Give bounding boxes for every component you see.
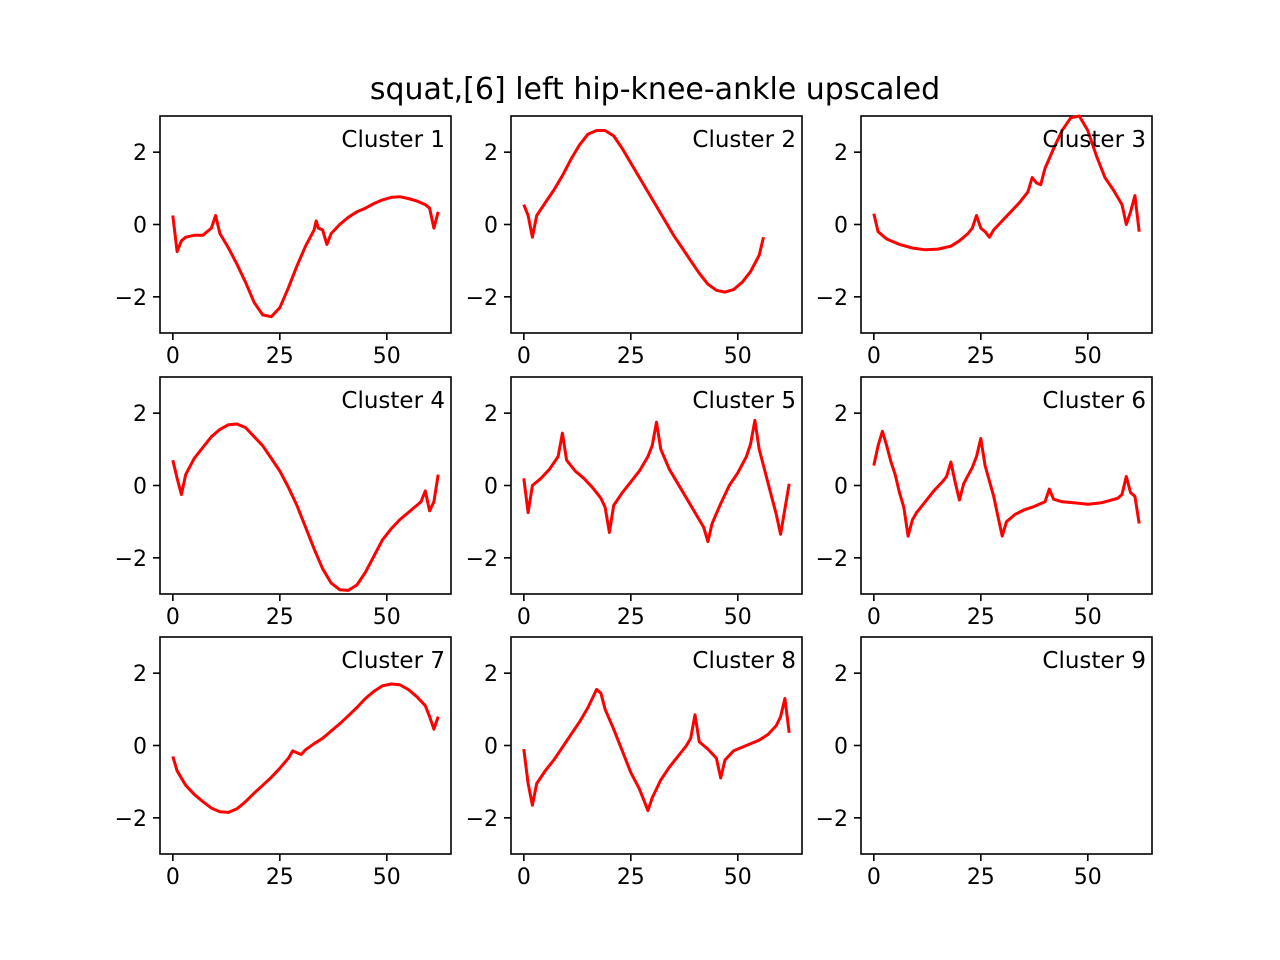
axes-frame bbox=[159, 636, 452, 855]
x-tick-label: 25 bbox=[266, 865, 294, 890]
y-tick-label: −2 bbox=[816, 547, 848, 572]
y-tick-label: 0 bbox=[834, 214, 848, 239]
panel-title: Cluster 3 bbox=[1042, 127, 1146, 153]
panel-title: Cluster 7 bbox=[341, 648, 445, 674]
panel-title: Cluster 1 bbox=[341, 127, 445, 153]
series-line bbox=[872, 114, 1141, 252]
axes-frame bbox=[860, 376, 1153, 595]
x-tick-label: 0 bbox=[867, 865, 881, 890]
subplot-1: 2 0 −2 0 25 50 Cluster 1 bbox=[115, 115, 452, 369]
y-tick-label: −2 bbox=[115, 807, 147, 832]
y-tick-label: 2 bbox=[133, 662, 147, 687]
x-tick-label: 0 bbox=[166, 865, 180, 890]
panel-title: Cluster 5 bbox=[692, 388, 796, 414]
x-tick-label: 25 bbox=[967, 605, 995, 630]
x-tick-label: 25 bbox=[617, 344, 645, 369]
y-tick-label: 2 bbox=[834, 402, 848, 427]
y-tick-label: 0 bbox=[484, 214, 498, 239]
x-tick-label: 50 bbox=[373, 605, 401, 630]
y-tick-label: 0 bbox=[484, 735, 498, 760]
axes-frame bbox=[860, 636, 1153, 855]
subplot-6: 2 0 −2 0 25 50 Cluster 6 bbox=[816, 376, 1153, 630]
x-tick-label: 50 bbox=[1074, 344, 1102, 369]
y-tick-label: 2 bbox=[484, 402, 498, 427]
subplot-5: 2 0 −2 0 25 50 Cluster 5 bbox=[466, 376, 803, 630]
y-tick-label: 0 bbox=[834, 475, 848, 500]
panel-title: Cluster 8 bbox=[692, 648, 796, 674]
x-tick-label: 50 bbox=[373, 344, 401, 369]
series-line bbox=[171, 422, 440, 592]
x-tick-label: 50 bbox=[724, 344, 752, 369]
x-tick-label: 25 bbox=[967, 344, 995, 369]
series-line bbox=[171, 682, 440, 814]
y-tick-label: −2 bbox=[115, 286, 147, 311]
series-line bbox=[522, 418, 791, 544]
x-tick-label: 0 bbox=[517, 344, 531, 369]
panel-title: Cluster 4 bbox=[341, 388, 445, 414]
x-tick-label: 50 bbox=[373, 865, 401, 890]
x-tick-label: 0 bbox=[867, 605, 881, 630]
y-tick-label: 2 bbox=[834, 662, 848, 687]
y-tick-label: 2 bbox=[484, 662, 498, 687]
subplot-9: 2 0 −2 0 25 50 Cluster 9 bbox=[816, 636, 1153, 890]
y-tick-label: 0 bbox=[133, 475, 147, 500]
x-tick-label: 50 bbox=[724, 605, 752, 630]
x-tick-label: 50 bbox=[724, 865, 752, 890]
subplot-4: 2 0 −2 0 25 50 Cluster 4 bbox=[115, 376, 452, 630]
y-tick-label: 0 bbox=[133, 214, 147, 239]
x-tick-label: 25 bbox=[967, 865, 995, 890]
series-line bbox=[522, 687, 791, 813]
y-tick-label: −2 bbox=[816, 807, 848, 832]
y-tick-label: −2 bbox=[816, 286, 848, 311]
y-tick-label: 2 bbox=[133, 141, 147, 166]
x-tick-label: 0 bbox=[517, 865, 531, 890]
subplot-7: 2 0 −2 0 25 50 Cluster 7 bbox=[115, 636, 452, 890]
panel-title: Cluster 6 bbox=[1042, 388, 1146, 414]
y-tick-label: 0 bbox=[484, 475, 498, 500]
panel-title: Cluster 9 bbox=[1042, 648, 1146, 674]
x-tick-label: 0 bbox=[517, 605, 531, 630]
x-tick-label: 25 bbox=[617, 605, 645, 630]
axes-frame bbox=[159, 115, 452, 334]
y-tick-label: −2 bbox=[466, 807, 498, 832]
subplot-2: 2 0 −2 0 25 50 Cluster 2 bbox=[466, 115, 803, 369]
x-tick-label: 50 bbox=[1074, 865, 1102, 890]
panel-title: Cluster 2 bbox=[692, 127, 796, 153]
axes-frame bbox=[510, 636, 803, 855]
axes-frame bbox=[510, 115, 803, 334]
y-tick-label: −2 bbox=[466, 286, 498, 311]
axes-frame bbox=[860, 115, 1153, 334]
x-tick-label: 0 bbox=[166, 344, 180, 369]
y-tick-label: 2 bbox=[133, 402, 147, 427]
y-tick-label: −2 bbox=[115, 547, 147, 572]
x-tick-label: 0 bbox=[867, 344, 881, 369]
subplot-grid: 2 0 −2 0 25 50 Cluster 1 2 0 −2 0 25 50 Cluster 2 2 0 −2… bbox=[115, 114, 1153, 890]
series-line bbox=[171, 195, 440, 319]
figure-title: squat,[6] left hip-knee-ankle upscaled bbox=[370, 72, 940, 107]
x-tick-label: 25 bbox=[266, 605, 294, 630]
axes-frame bbox=[159, 376, 452, 595]
axes-frame bbox=[510, 376, 803, 595]
y-tick-label: −2 bbox=[466, 547, 498, 572]
x-tick-label: 0 bbox=[166, 605, 180, 630]
y-tick-label: 2 bbox=[484, 141, 498, 166]
y-tick-label: 0 bbox=[834, 735, 848, 760]
subplot-3: 2 0 −2 0 25 50 Cluster 3 bbox=[816, 114, 1153, 369]
series-line bbox=[872, 429, 1141, 538]
x-tick-label: 50 bbox=[1074, 605, 1102, 630]
series-line bbox=[522, 129, 765, 294]
y-tick-label: 0 bbox=[133, 735, 147, 760]
subplot-8: 2 0 −2 0 25 50 Cluster 8 bbox=[466, 636, 803, 890]
x-tick-label: 25 bbox=[617, 865, 645, 890]
y-tick-label: 2 bbox=[834, 141, 848, 166]
x-tick-label: 25 bbox=[266, 344, 294, 369]
